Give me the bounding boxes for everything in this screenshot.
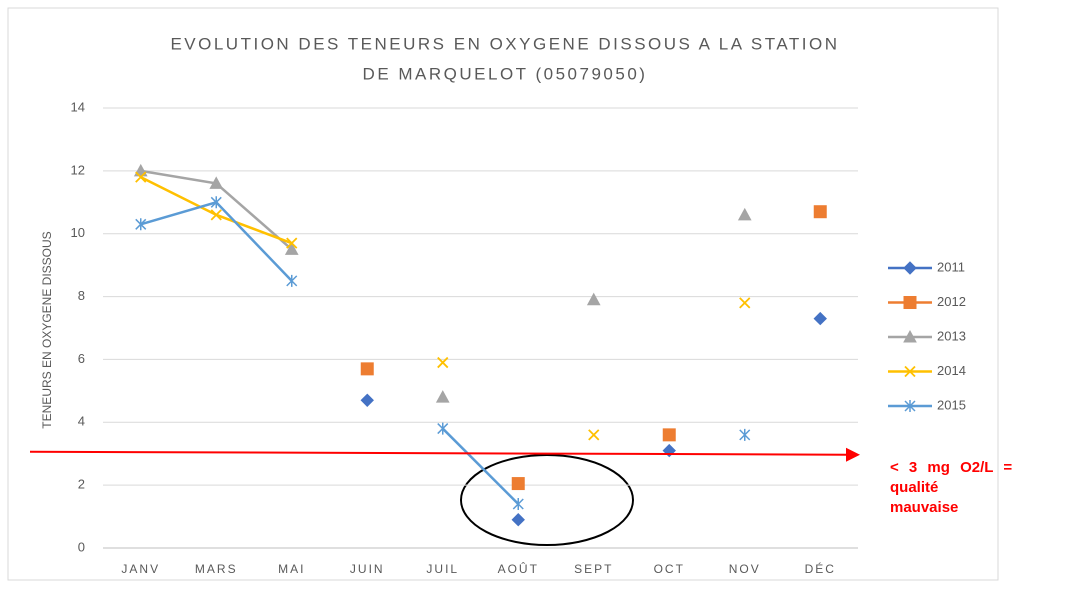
x-tick-label: AOÛT xyxy=(498,561,539,576)
legend-label: 2013 xyxy=(937,328,966,343)
marker xyxy=(904,365,916,378)
marker xyxy=(511,477,525,491)
marker xyxy=(286,274,298,287)
x-tick-label: NOV xyxy=(729,562,761,576)
annotation: qualité xyxy=(890,479,938,496)
y-tick-label: 0 xyxy=(78,539,85,554)
marker xyxy=(813,205,827,219)
marker xyxy=(586,292,601,306)
marker xyxy=(903,329,917,343)
y-tick-label: 4 xyxy=(78,414,85,429)
x-tick-label: JUIL xyxy=(426,562,459,576)
marker xyxy=(662,428,676,442)
marker xyxy=(813,311,827,326)
x-tick-label: JUIN xyxy=(350,562,385,576)
marker xyxy=(512,498,524,510)
marker xyxy=(437,422,449,435)
reference-line xyxy=(29,450,849,456)
highlight-ellipse xyxy=(460,454,634,546)
y-axis-label: TENEURS EN OXYGENE DISSOUS xyxy=(40,231,54,428)
chart-border xyxy=(7,7,999,581)
x-tick-label: MARS xyxy=(195,562,238,576)
chart-title: EVOLUTION DES TENEURS EN OXYGENE DISSOUS… xyxy=(170,34,839,53)
legend-label: 2014 xyxy=(937,363,966,378)
marker xyxy=(135,218,147,231)
y-tick-label: 14 xyxy=(71,99,85,114)
legend-label: 2011 xyxy=(937,259,965,274)
x-tick-label: DÉC xyxy=(805,561,836,576)
y-tick-label: 8 xyxy=(78,288,85,303)
marker xyxy=(437,356,449,369)
marker xyxy=(435,390,450,403)
marker xyxy=(360,362,374,376)
marker xyxy=(737,207,752,221)
y-tick-label: 12 xyxy=(71,162,85,177)
marker xyxy=(739,428,751,441)
marker xyxy=(903,261,917,275)
y-tick-label: 6 xyxy=(78,351,85,366)
x-tick-label: MAI xyxy=(278,562,305,576)
marker xyxy=(588,429,600,441)
chart-title: DE MARQUELOT (05079050) xyxy=(363,64,648,83)
marker xyxy=(360,393,374,407)
x-tick-label: SEPT xyxy=(574,562,613,576)
marker xyxy=(135,171,147,183)
marker xyxy=(210,196,222,209)
marker xyxy=(904,400,916,412)
marker xyxy=(284,242,299,255)
y-tick-label: 2 xyxy=(78,477,85,492)
marker xyxy=(210,209,222,221)
annotation: < 3 mg O2/L = xyxy=(890,459,1012,476)
reference-arrow xyxy=(846,447,860,462)
marker xyxy=(903,296,917,309)
marker xyxy=(209,176,224,189)
legend-label: 2012 xyxy=(937,294,966,309)
annotation: mauvaise xyxy=(890,499,958,516)
legend-label: 2015 xyxy=(937,397,966,412)
marker xyxy=(286,237,298,249)
y-tick-label: 10 xyxy=(71,225,85,240)
marker xyxy=(739,297,751,309)
x-tick-label: JANV xyxy=(121,562,160,576)
marker xyxy=(511,513,525,527)
x-tick-label: OCT xyxy=(654,562,685,576)
